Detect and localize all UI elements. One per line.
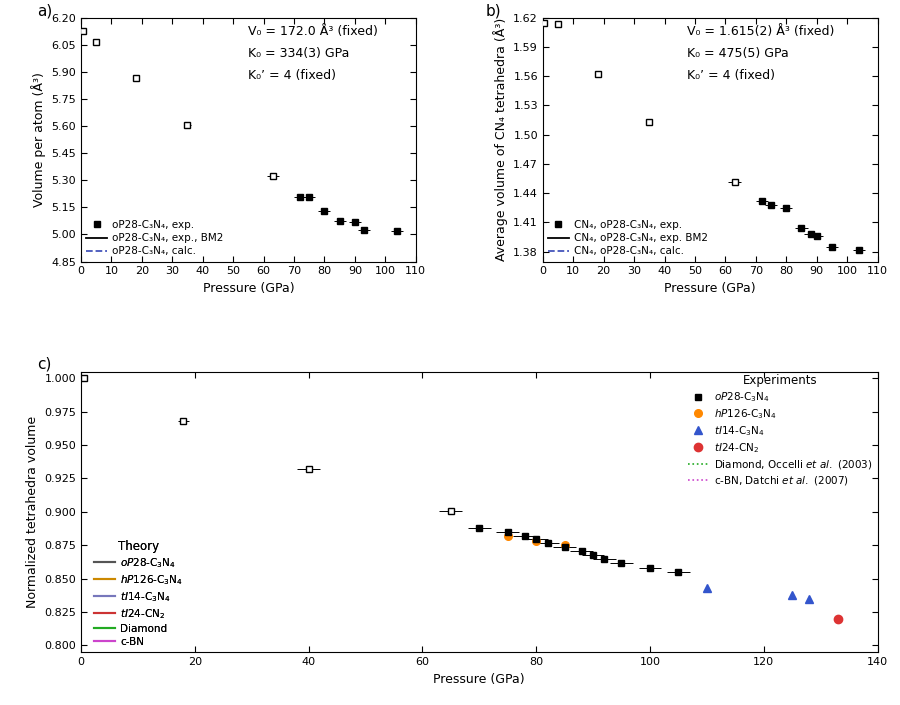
Text: b): b) xyxy=(486,4,501,18)
Y-axis label: Normalized tetrahedra volume: Normalized tetrahedra volume xyxy=(26,416,39,608)
Text: c): c) xyxy=(37,357,51,372)
Y-axis label: Average volume of CN₄ tetrahedra (Å³): Average volume of CN₄ tetrahedra (Å³) xyxy=(492,18,508,261)
Text: V₀ = 1.615(2) Å³ (fixed)
K₀ = 475(5) GPa
K₀’ = 4 (fixed): V₀ = 1.615(2) Å³ (fixed) K₀ = 475(5) GPa… xyxy=(687,25,834,82)
Text: V₀ = 172.0 Å³ (fixed)
K₀ = 334(3) GPa
K₀’ = 4 (fixed): V₀ = 172.0 Å³ (fixed) K₀ = 334(3) GPa K₀… xyxy=(248,25,378,82)
Legend: $oP28$-C$_3$N$_4$, $hP126$-C$_3$N$_4$, $tI14$-C$_3$N$_4$, $tI24$-CN$_2$, Diamond: $oP28$-C$_3$N$_4$, $hP126$-C$_3$N$_4$, $… xyxy=(94,540,183,647)
Legend: CN₄, oP28-C₃N₄, exp., CN₄, oP28-C₃N₄, exp. BM2, CN₄, oP28-C₃N₄, calc.: CN₄, oP28-C₃N₄, exp., CN₄, oP28-C₃N₄, ex… xyxy=(548,220,708,257)
Y-axis label: Volume per atom (Å³): Volume per atom (Å³) xyxy=(31,72,46,207)
X-axis label: Pressure (GPa): Pressure (GPa) xyxy=(664,282,756,295)
Legend: oP28-C₃N₄, exp., oP28-C₃N₄, exp., BM2, oP28-C₃N₄, calc.: oP28-C₃N₄, exp., oP28-C₃N₄, exp., BM2, o… xyxy=(86,220,223,257)
X-axis label: Pressure (GPa): Pressure (GPa) xyxy=(202,282,294,295)
X-axis label: Pressure (GPa): Pressure (GPa) xyxy=(434,673,525,685)
Text: a): a) xyxy=(38,4,53,18)
